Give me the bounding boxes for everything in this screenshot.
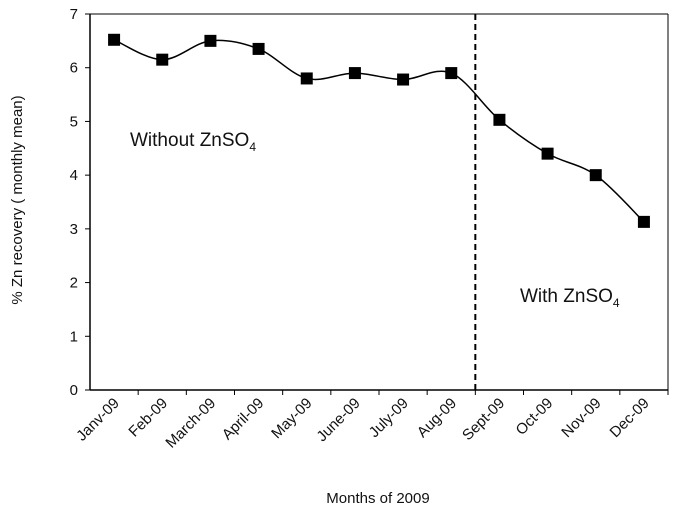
y-tick-label: 4 — [70, 167, 78, 184]
data-point-marker — [541, 147, 554, 160]
x-tick-label: Dec-09 — [607, 395, 653, 441]
data-point-marker — [493, 113, 506, 126]
y-tick-label: 0 — [70, 382, 78, 399]
data-point-marker — [156, 53, 169, 66]
x-tick-label: Aug-09 — [414, 395, 460, 441]
series-markers — [108, 33, 650, 228]
x-tick-label: Nov-09 — [558, 395, 604, 441]
y-tick-label: 1 — [70, 328, 78, 345]
x-tick-label: Oct-09 — [513, 395, 557, 439]
y-tick-label: 6 — [70, 60, 78, 77]
data-point-marker — [589, 169, 602, 182]
y-tick-label: 3 — [70, 221, 78, 238]
annotation-with-znso4: With ZnSO4 — [520, 286, 620, 310]
data-point-marker — [108, 33, 121, 46]
x-tick-label: June-09 — [313, 395, 363, 445]
x-tick-label: July-09 — [366, 395, 412, 441]
y-axis-title: % Zn recovery ( monthly mean) — [9, 95, 26, 304]
x-tick-label: Janv-09 — [73, 395, 123, 445]
x-axis-title: Months of 2009 — [326, 490, 429, 507]
data-point-marker — [300, 72, 313, 85]
x-tick-label: April-09 — [219, 395, 268, 444]
data-point-marker — [397, 73, 410, 86]
x-tick-label: May-09 — [268, 395, 315, 442]
x-tick-label: Feb-09 — [125, 395, 171, 441]
annotation-without-znso4: Without ZnSO4 — [130, 130, 256, 154]
data-point-marker — [252, 42, 265, 55]
y-tick-label: 2 — [70, 275, 78, 292]
data-point-marker — [445, 67, 458, 80]
data-point-marker — [204, 34, 217, 47]
axes — [89, 13, 669, 391]
data-point-marker — [637, 215, 650, 228]
x-tick-label: Sept-09 — [459, 395, 508, 444]
y-ticks: 0 1 2 3 4 5 6 7 — [70, 6, 90, 399]
y-tick-label: 7 — [70, 6, 78, 23]
x-tick-label: March-09 — [162, 395, 219, 452]
data-point-marker — [348, 67, 361, 80]
y-tick-label: 5 — [70, 113, 78, 130]
